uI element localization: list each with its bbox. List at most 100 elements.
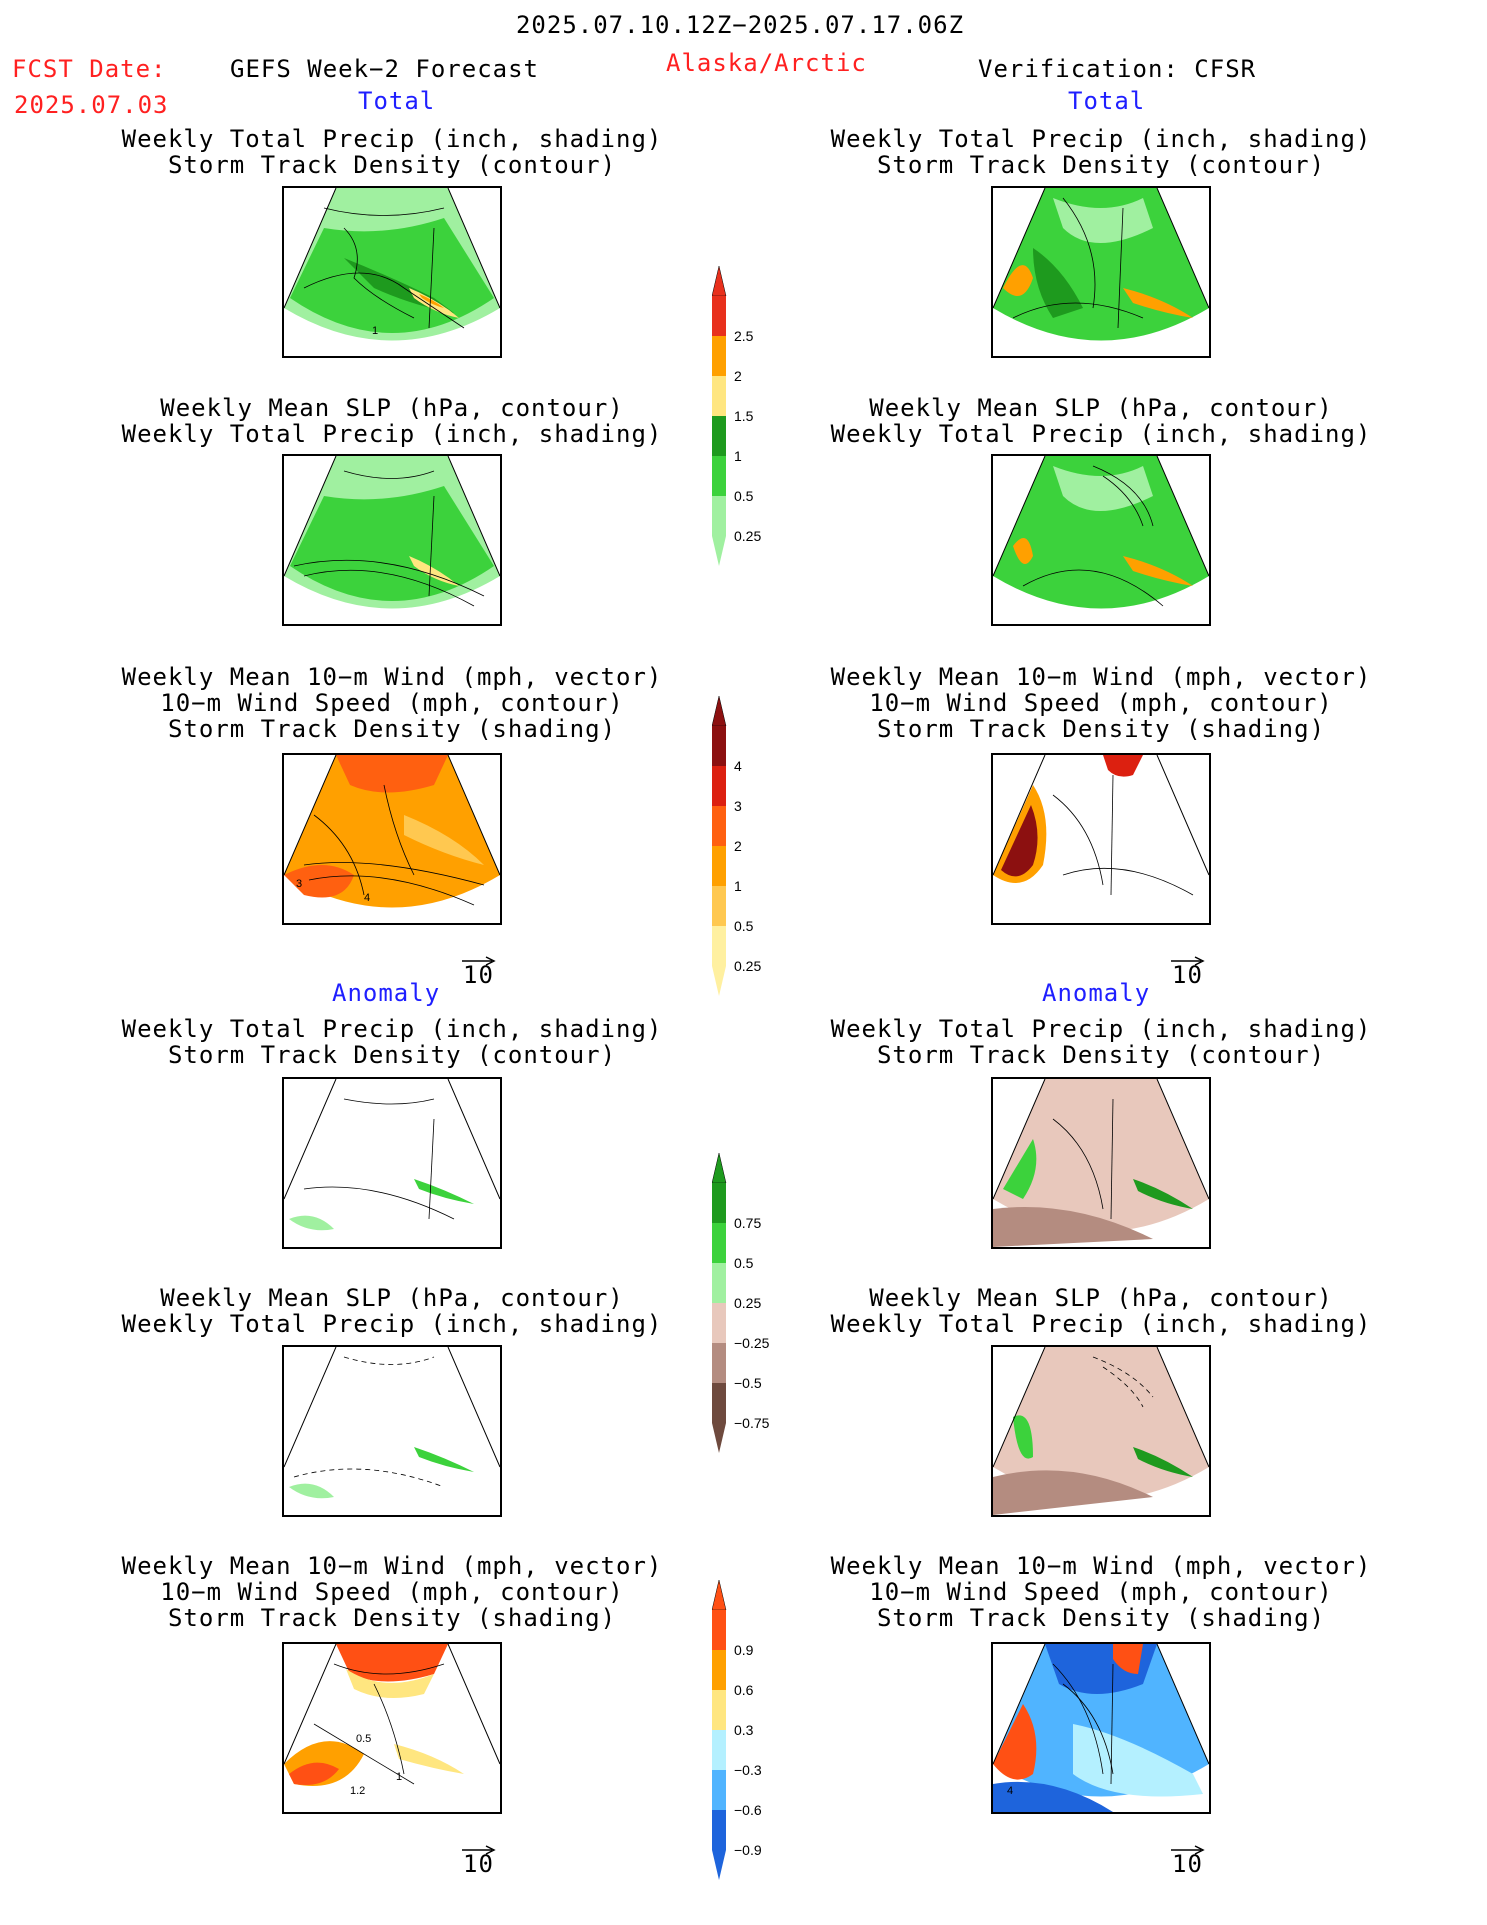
colorbar-tick-label: 0.25	[734, 528, 762, 544]
colorbar-tick-label: 1	[734, 448, 742, 464]
title-l4-line1: Weekly Total Precip (inch, shading)	[121, 1015, 663, 1043]
colorbar-tick-label: −0.75	[734, 1415, 770, 1431]
contour-label-wal-b: 1	[396, 1771, 402, 1783]
colorbar-swatch	[712, 886, 726, 926]
colorbar-swatch	[712, 806, 726, 846]
colorbar-tick-label: 3	[734, 798, 742, 814]
vector-ref-label-total-left: 10	[463, 961, 494, 989]
title-r2-line1: Weekly Mean SLP (hPa, contour)	[869, 394, 1333, 422]
title-r1-line1: Weekly Total Precip (inch, shading)	[830, 125, 1372, 153]
map-anom-precip-storm-cfsr	[991, 1077, 1211, 1249]
region-title: Alaska/Arctic	[666, 49, 867, 77]
title-r6-line1: Weekly Mean 10−m Wind (mph, vector)	[830, 1552, 1372, 1580]
map-total-slp-precip-gefs	[282, 454, 502, 626]
title-l6-line3: Storm Track Density (shading)	[167, 1604, 617, 1632]
colorbar-tick-label: −0.3	[734, 1762, 762, 1778]
vector-ref-arrow-anom-right	[1171, 1837, 1205, 1861]
colorbar-tick-label: 0.9	[734, 1642, 754, 1658]
title-r4-line1: Weekly Total Precip (inch, shading)	[830, 1015, 1372, 1043]
colorbar-tick-label: −0.25	[734, 1335, 770, 1351]
title-l2-line1: Weekly Mean SLP (hPa, contour)	[160, 394, 624, 422]
colorbar-swatch	[712, 1650, 726, 1690]
map-total-precip-storm-cfsr	[991, 186, 1211, 358]
period-title: 2025.07.10.12Z−2025.07.17.06Z	[515, 11, 965, 39]
map-total-wind-storm-gefs: 3 4	[282, 753, 502, 925]
vector-ref-label-total-right: 10	[1172, 961, 1203, 989]
colorbar-tick-label: 1	[734, 878, 742, 894]
title-r4-line2: Storm Track Density (contour)	[876, 1041, 1326, 1069]
title-l3-line2: 10−m Wind Speed (mph, contour)	[160, 689, 624, 717]
colorbar-swatch	[712, 1183, 726, 1223]
colorbar-swatch	[712, 376, 726, 416]
colorbar-storm-anom: 0.9 0.6 0.3 −0.3 −0.6 −0.9	[712, 1580, 792, 1880]
contour-label-wl-b: 4	[364, 892, 370, 904]
colorbar-swatches	[712, 696, 727, 996]
section-total-right: Total	[1068, 87, 1146, 115]
title-r3-line1: Weekly Mean 10−m Wind (mph, vector)	[830, 663, 1372, 691]
title-r6-line2: 10−m Wind Speed (mph, contour)	[869, 1578, 1333, 1606]
title-l5-line1: Weekly Mean SLP (hPa, contour)	[160, 1284, 624, 1312]
colorbar-swatch	[712, 1223, 726, 1263]
colorbar-tick-label: 0.5	[734, 488, 754, 504]
colorbar-swatch	[712, 416, 726, 456]
colorbar-swatch	[712, 1610, 726, 1650]
colorbar-swatch	[712, 726, 726, 766]
map-anom-slp-precip-cfsr	[991, 1345, 1211, 1517]
colorbar-tick-label: 0.5	[734, 1255, 754, 1271]
colorbar-top-arrow	[712, 1153, 727, 1184]
title-r2-line2: Weekly Total Precip (inch, shading)	[830, 420, 1372, 448]
title-r3-line2: 10−m Wind Speed (mph, contour)	[869, 689, 1333, 717]
colorbar-tick-label: 2	[734, 368, 742, 384]
colorbar-swatch	[712, 1383, 726, 1423]
colorbar-top-arrow	[712, 266, 727, 297]
title-l2-line2: Weekly Total Precip (inch, shading)	[121, 420, 663, 448]
colorbar-tick-label: 0.3	[734, 1722, 754, 1738]
colorbar-tick-label: 0.25	[734, 958, 762, 974]
contour-label-tl: 1	[372, 325, 378, 337]
title-l3-line1: Weekly Mean 10−m Wind (mph, vector)	[121, 663, 663, 691]
colorbar-swatch	[712, 1770, 726, 1810]
title-r5-line1: Weekly Mean SLP (hPa, contour)	[869, 1284, 1333, 1312]
map-total-slp-precip-cfsr	[991, 454, 1211, 626]
colorbar-tick-label: 0.5	[734, 918, 754, 934]
colorbar-swatch	[712, 496, 726, 536]
vector-ref-label-anom-right: 10	[1172, 1850, 1203, 1878]
colorbar-bottom-arrow	[712, 966, 726, 996]
title-l6-line1: Weekly Mean 10−m Wind (mph, vector)	[121, 1552, 663, 1580]
map-anom-slp-precip-gefs	[282, 1345, 502, 1517]
colorbar-swatch	[712, 336, 726, 376]
colorbar-swatch	[712, 1303, 726, 1343]
section-total-left: Total	[358, 87, 436, 115]
fcst-date-value: 2025.07.03	[14, 91, 169, 119]
colorbar-swatch	[712, 1730, 726, 1770]
section-anomaly-left: Anomaly	[332, 979, 441, 1007]
colorbar-tick-label: 0.6	[734, 1682, 754, 1698]
vector-ref-arrow-total-right	[1171, 948, 1205, 972]
title-l3-line3: Storm Track Density (shading)	[167, 715, 617, 743]
section-anomaly-right: Anomaly	[1042, 979, 1151, 1007]
colorbar-tick-label: 2	[734, 838, 742, 854]
colorbar-tick-label: −0.6	[734, 1802, 762, 1818]
colorbar-top-arrow	[712, 1580, 727, 1611]
colorbar-swatch	[712, 456, 726, 496]
title-r5-line2: Weekly Total Precip (inch, shading)	[830, 1310, 1372, 1338]
forecast-title: GEFS Week−2 Forecast	[230, 55, 539, 83]
title-l1-line2: Storm Track Density (contour)	[167, 151, 617, 179]
colorbar-tick-label: −0.9	[734, 1842, 762, 1858]
colorbar-swatch	[712, 926, 726, 966]
colorbar-swatch	[712, 1810, 726, 1850]
colorbar-swatches	[712, 1153, 727, 1453]
colorbar-tick-label: 2.5	[734, 328, 754, 344]
title-l5-line2: Weekly Total Precip (inch, shading)	[121, 1310, 663, 1338]
colorbar-top-arrow	[712, 696, 727, 727]
colorbar-swatch	[712, 296, 726, 336]
title-r3-line3: Storm Track Density (shading)	[876, 715, 1326, 743]
colorbar-swatches	[712, 266, 727, 566]
map-total-wind-storm-cfsr	[991, 753, 1211, 925]
contour-label-wal-c: 1.2	[350, 1785, 365, 1797]
colorbar-bottom-arrow	[712, 1850, 726, 1880]
verification-title: Verification: CFSR	[978, 55, 1257, 83]
fcst-date-label: FCST Date:	[12, 55, 167, 83]
colorbar-tick-label: 1.5	[734, 408, 754, 424]
colorbar-swatch	[712, 766, 726, 806]
